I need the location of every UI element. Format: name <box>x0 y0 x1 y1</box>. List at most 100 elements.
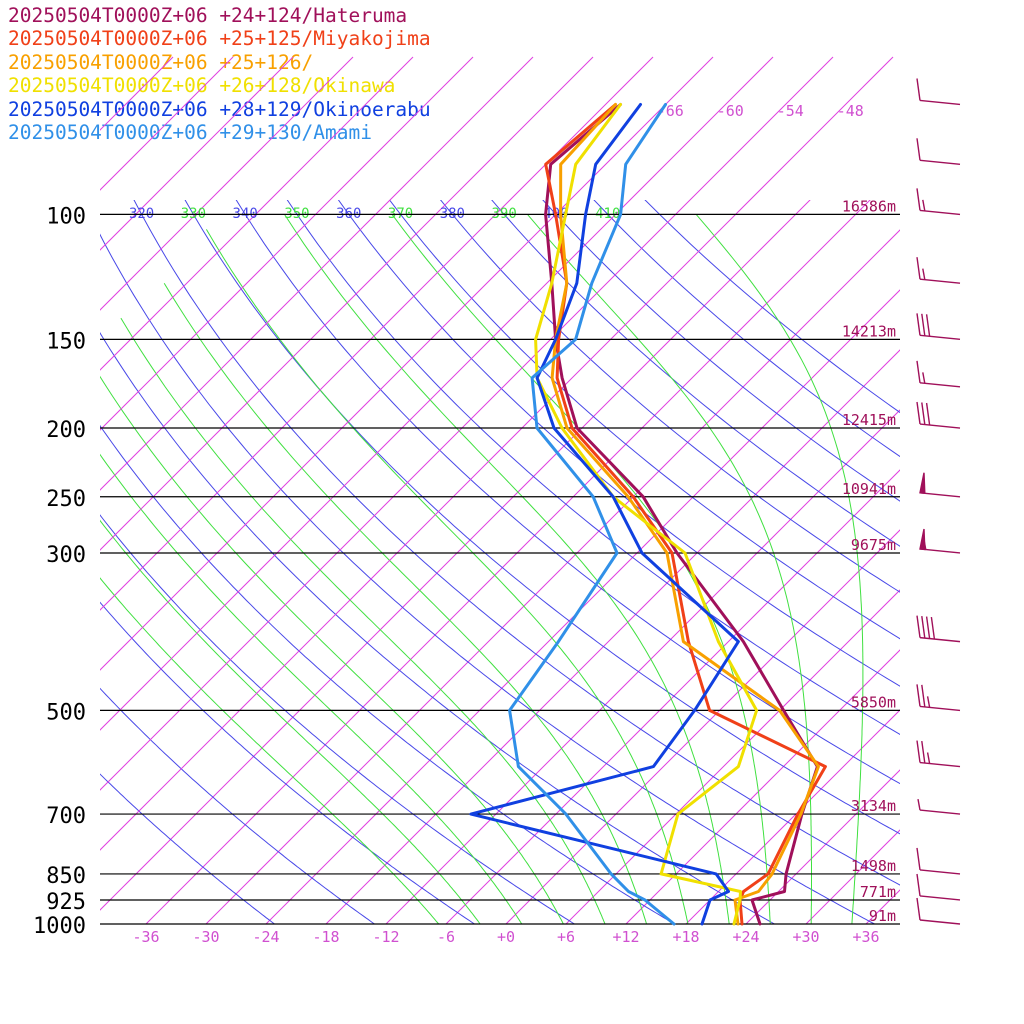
temperature-tick-label: +30 <box>792 928 819 946</box>
wind-barb <box>916 257 961 284</box>
temperature-tick-label: -30 <box>192 928 219 946</box>
isotherm-line <box>100 200 811 911</box>
wind-barb <box>916 740 961 768</box>
height-label: 10941m <box>842 480 896 498</box>
height-label: 771m <box>860 883 896 901</box>
height-label: 16586m <box>842 197 896 215</box>
legend-entry: 20250504T0000Z+06 +25+126/ <box>8 50 314 74</box>
moist-adiabat-line <box>100 453 523 924</box>
dry-adiabat-line <box>100 332 776 924</box>
moist-adiabat-line <box>695 214 864 924</box>
isotherm-line <box>100 56 174 131</box>
temperature-tick-label: -24 <box>252 928 279 946</box>
isotherm-line <box>100 56 834 791</box>
dry-adiabat-line <box>100 514 576 924</box>
pressure-label: 925 <box>46 890 86 915</box>
pressure-label: 100 <box>46 204 86 229</box>
sounding-line-3 <box>550 103 820 926</box>
temperature-tick-label: +24 <box>732 928 759 946</box>
wind-barb <box>916 401 961 429</box>
isotherm-line <box>625 649 900 924</box>
isotherm-line <box>100 56 894 851</box>
moist-adiabat-line <box>284 214 730 924</box>
dry-adiabat-line <box>100 601 476 924</box>
isotherm-line <box>986 57 1024 924</box>
wind-barb <box>916 188 961 216</box>
isotherm-line <box>100 56 594 551</box>
isotherm-line <box>445 469 900 924</box>
sounding-line-1 <box>544 103 819 926</box>
wind-barb <box>916 847 961 875</box>
height-label: 5850m <box>851 693 896 711</box>
wind-barb <box>916 138 961 166</box>
moist-adiabat-line <box>100 519 481 924</box>
isotherm-label: -48 <box>837 102 864 120</box>
wind-barb <box>916 78 961 106</box>
temperature-tick-label: +12 <box>612 928 639 946</box>
chart-legend: 20250504T0000Z+06 +24+124/Hateruma 202505… <box>8 4 431 144</box>
moist-adiabat-line <box>120 317 606 924</box>
sounding-line-4 <box>534 103 759 926</box>
height-label: 1498m <box>851 857 896 875</box>
pressure-levels: 100 16586m 150 14213m 200 12415m 250 10941m 300 9… <box>33 197 900 939</box>
wind-barb <box>919 472 961 498</box>
temperature-axis: -36 -30 -24 -18 -12 -6 +0 +6 +12 +18 +24 +30 +36 <box>132 928 879 946</box>
wind-barb <box>917 798 961 815</box>
height-label: 14213m <box>842 322 896 340</box>
wind-barb <box>916 897 961 925</box>
moist-adiabat-line <box>205 229 689 924</box>
pressure-label: 150 <box>46 329 86 354</box>
isotherm-line <box>926 57 1024 924</box>
wind-barbs <box>916 78 961 925</box>
dry-adiabat-line <box>184 200 900 835</box>
wind-barb <box>919 528 961 554</box>
wind-barb <box>916 360 961 388</box>
sounding-line-5 <box>469 103 740 926</box>
isotherm-line <box>100 56 354 311</box>
height-label: 12415m <box>842 411 896 429</box>
isotherm-line <box>100 56 534 491</box>
dry-adiabat-line <box>439 200 900 593</box>
sounding-series <box>469 103 827 926</box>
pressure-label: 200 <box>46 418 86 443</box>
isotherm-line <box>685 709 900 924</box>
wind-barb <box>916 684 961 712</box>
height-label: 9675m <box>851 536 896 554</box>
isotherm-line <box>205 229 900 924</box>
dry-adiabat-line <box>491 200 900 547</box>
legend-entry: 20250504T0000Z+06 +25+125/Miyakojima <box>8 27 431 51</box>
isotherm-line <box>145 200 871 924</box>
isotherm-line <box>565 589 900 924</box>
isotherm-line <box>745 769 900 924</box>
dry-adiabat-line <box>286 200 900 736</box>
temperature-tick-label: -6 <box>437 928 455 946</box>
dry-adiabat-line <box>133 200 900 886</box>
isotherm-line <box>805 829 900 924</box>
sounding-line-2 <box>544 103 827 926</box>
temperature-tick-label: -18 <box>312 928 339 946</box>
height-label: 3134m <box>851 797 896 815</box>
dry-adiabat-line <box>100 773 276 924</box>
dry-adiabat-line <box>542 200 900 502</box>
pressure-label: 500 <box>46 700 86 725</box>
moist-adiabat-line <box>100 577 440 924</box>
temperature-tick-label: -36 <box>132 928 159 946</box>
dry-adiabat-line <box>388 200 900 640</box>
wind-barb <box>916 873 961 901</box>
pressure-label: 1000 <box>33 914 86 939</box>
isotherm-line <box>100 56 654 611</box>
temperature-tick-label: +0 <box>497 928 515 946</box>
temperature-tick-label: +36 <box>852 928 879 946</box>
moist-adiabat-line <box>163 282 648 924</box>
legend-entry: 20250504T0000Z+06 +29+130/Amami <box>8 121 372 145</box>
pressure-label: 300 <box>46 543 86 568</box>
pressure-label: 250 <box>46 487 86 512</box>
temperature-tick-label: -12 <box>372 928 399 946</box>
isotherm-line <box>100 56 234 191</box>
dry-adiabat-line <box>100 687 376 924</box>
legend-entry: 20250504T0000Z+06 +26+128/Okinawa <box>8 74 396 98</box>
wind-barb <box>916 615 961 643</box>
dry-adiabat-line <box>235 200 900 785</box>
dry-adiabat-line <box>100 233 876 924</box>
